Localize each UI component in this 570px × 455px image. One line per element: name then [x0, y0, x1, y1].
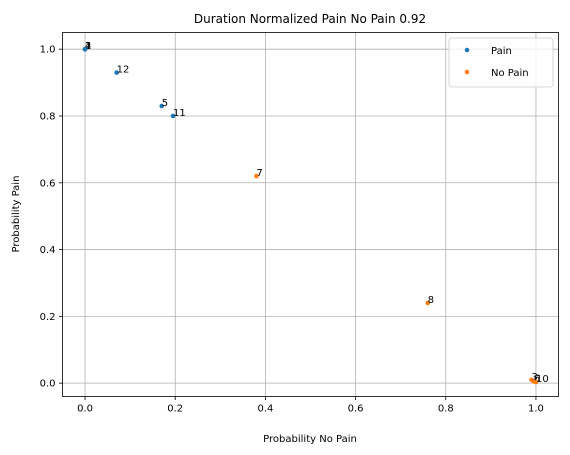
legend-box — [448, 37, 554, 88]
point-label: 1 — [85, 41, 91, 52]
point-label: 11 — [173, 108, 186, 119]
point-label: 5 — [162, 98, 168, 109]
y-tick-label: 0.8 — [40, 111, 56, 122]
x-tick-label: 0.8 — [438, 404, 454, 415]
x-tick-label: 0.6 — [348, 404, 364, 415]
x-axis-ticks: 0.0 0.2 0.4 0.6 0.8 1.0 — [77, 396, 544, 415]
x-tick-label: 0.4 — [257, 404, 273, 415]
point-label: 2 — [85, 41, 91, 52]
legend-marker-pain — [464, 47, 470, 53]
data-point — [170, 113, 176, 119]
y-tick-label: 0.2 — [40, 312, 56, 323]
data-point — [114, 70, 119, 75]
point-label: 10 — [536, 374, 549, 385]
point-label: 7 — [256, 168, 262, 179]
plot-frame — [62, 32, 559, 397]
legend-marker-no-pain — [464, 69, 470, 75]
data-point — [159, 103, 164, 109]
y-tick-label: 1.0 — [40, 45, 56, 56]
y-tick-label: 0.6 — [40, 178, 56, 189]
y-axis-ticks: 0.0 0.2 0.4 0.6 0.8 1.0 — [40, 45, 63, 390]
data-point — [425, 300, 431, 306]
data-point — [82, 46, 88, 52]
legend-label-no-pain: No Pain — [491, 68, 529, 79]
grid-lines — [62, 32, 559, 397]
data-point — [533, 379, 539, 385]
legend-label-pain: Pain — [491, 46, 512, 57]
x-tick-label: 0.2 — [167, 404, 183, 415]
point-label: 8 — [428, 295, 434, 306]
point-label: 6 — [534, 373, 540, 384]
y-axis-label: Probability Pain — [11, 176, 22, 253]
point-label: 4 — [85, 41, 91, 52]
point-label: 12 — [117, 65, 130, 76]
x-tick-label: 0.0 — [77, 404, 93, 415]
y-tick-label: 0.4 — [40, 245, 56, 256]
x-tick-label: 1.0 — [528, 404, 544, 415]
legend: Pain No Pain — [448, 37, 554, 88]
x-axis-label: Probability No Pain — [263, 434, 357, 445]
chart-title: Duration Normalized Pain No Pain 0.92 — [194, 12, 426, 26]
y-tick-label: 0.0 — [40, 379, 56, 390]
point-label: 3 — [531, 372, 537, 383]
data-point — [254, 173, 259, 179]
